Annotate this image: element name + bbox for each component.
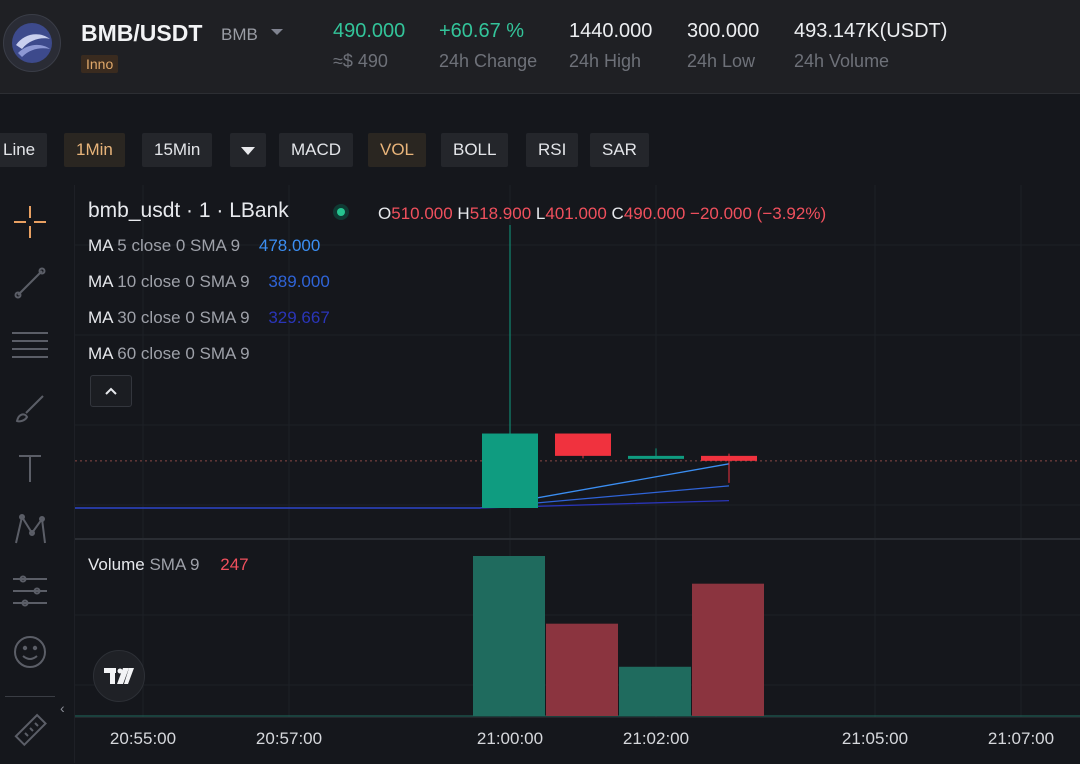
macd-button[interactable]: MACD: [279, 133, 354, 167]
ma60-legend[interactable]: MA 60 close 0 SMA 9: [88, 344, 250, 364]
more-intervals-button[interactable]: [230, 133, 266, 167]
time-label: 21:07:00: [987, 729, 1055, 748]
volume-value: 493.147K(USDT): [794, 20, 948, 42]
brush-icon[interactable]: [10, 388, 50, 428]
crosshair-icon[interactable]: [10, 202, 50, 242]
stat-24h-volume: 493.147K(USDT) 24h Volume: [794, 20, 947, 72]
market-status-icon: [333, 204, 349, 220]
ma-params: 10 close 0 SMA 9: [117, 272, 250, 291]
chart-symbol-title[interactable]: bmb_usdt · 1 · LBank: [88, 199, 289, 222]
tradingview-icon: [104, 668, 134, 684]
open-value: 510.000: [391, 204, 453, 223]
change-value: −20.000 (−3.92%): [690, 204, 827, 223]
high-value: 1440.000: [569, 20, 653, 42]
boll-button[interactable]: BOLL: [441, 133, 509, 167]
ma-value: 478.000: [258, 236, 321, 255]
chart-toolbar: Line 1Min 15Min MACD VOL BOLL RSI SAR: [0, 130, 1080, 170]
volume-bar: [473, 556, 545, 716]
trend-line-icon[interactable]: [10, 263, 50, 303]
ma-name: MA: [88, 236, 113, 255]
stat-24h-low: 300.000 24h Low: [687, 20, 759, 72]
pair-title[interactable]: BMB/USDT: [81, 20, 203, 46]
pattern-icon[interactable]: [10, 509, 50, 549]
low-key: L: [535, 204, 546, 223]
vol-button[interactable]: VOL: [368, 133, 427, 167]
interval-15min-button[interactable]: 15Min: [142, 133, 213, 167]
time-label: 21:02:00: [622, 729, 690, 748]
volume-bar: [619, 666, 691, 716]
candle-body: [628, 455, 684, 459]
zone-badge: Inno: [81, 55, 119, 73]
volume-params: SMA 9: [149, 555, 200, 574]
ma-params: 30 close 0 SMA 9: [117, 308, 250, 327]
time-label: 21:00:00: [476, 729, 544, 748]
interval-1min-button[interactable]: 1Min: [64, 133, 125, 167]
ruler-icon[interactable]: [10, 712, 50, 752]
stat-24h-high: 1440.000 24h High: [569, 20, 652, 72]
volume-sma-value: 247: [220, 555, 249, 574]
ma-line: [75, 499, 730, 509]
volume-bar: [546, 623, 618, 716]
line-button[interactable]: Line: [0, 133, 48, 167]
time-axis[interactable]: 20:55:00 20:57:00 21:00:00 21:02:00 21:0…: [75, 717, 1080, 764]
rsi-button[interactable]: RSI: [526, 133, 579, 167]
collapse-legend-button[interactable]: [90, 375, 132, 407]
low-label: 24h Low: [687, 51, 756, 71]
change-label: 24h Change: [439, 51, 538, 71]
collapse-toolbar-icon[interactable]: ‹: [60, 700, 65, 716]
text-icon[interactable]: [10, 448, 50, 488]
close-value: 490.000: [623, 204, 686, 223]
volume-legend[interactable]: Volume SMA 9 247: [88, 555, 249, 575]
candle-body: [555, 433, 611, 456]
time-label: 21:05:00: [841, 729, 909, 748]
ma-name: MA: [88, 344, 113, 363]
chevron-up-icon: [105, 387, 117, 395]
ma5-legend[interactable]: MA 5 close 0 SMA 9 478.000: [88, 236, 320, 256]
candle-body: [701, 455, 757, 461]
sar-button[interactable]: SAR: [590, 133, 649, 167]
ma-params: 60 close 0 SMA 9: [117, 344, 250, 363]
ma-value: 389.000: [268, 272, 330, 291]
emoji-icon[interactable]: [10, 632, 50, 672]
ticker-header: BMB/USDT BMB Inno 490.000 ≈$ 490 +60.67 …: [0, 0, 1080, 94]
candle-body: [482, 433, 538, 508]
low-value: 300.000: [687, 20, 760, 42]
open-key: O: [378, 204, 392, 223]
token-logo: [3, 14, 61, 72]
low-value: 401.000: [545, 204, 607, 223]
ma-name: MA: [88, 272, 113, 291]
last-price-value: 490.000: [333, 20, 406, 42]
change-value: +60.67 %: [439, 20, 525, 42]
fib-lines-icon[interactable]: [10, 325, 50, 365]
high-label: 24h High: [569, 51, 642, 71]
ma10-legend[interactable]: MA 10 close 0 SMA 9 389.000: [88, 272, 330, 292]
ma-line: [75, 463, 730, 509]
price-chart[interactable]: bmb_usdt · 1 · LBank O510.000 H518.900 L…: [74, 185, 1080, 763]
volume-bar: [692, 583, 764, 716]
close-key: C: [611, 204, 624, 223]
chevron-down-icon: [241, 146, 255, 155]
volume-label: 24h Volume: [794, 51, 890, 71]
measure-icon[interactable]: [10, 571, 50, 611]
ma30-legend[interactable]: MA 30 close 0 SMA 9 329.667: [88, 308, 330, 328]
ma-params: 5 close 0 SMA 9: [117, 236, 241, 255]
ma-value: 329.667: [268, 308, 330, 327]
volume-name: Volume: [88, 555, 145, 574]
tradingview-logo[interactable]: [93, 650, 145, 702]
chart-canvas[interactable]: [75, 185, 1080, 717]
high-value: 518.900: [469, 204, 532, 223]
toolbar-divider: [5, 696, 55, 697]
time-label: 20:55:00: [109, 729, 177, 748]
stat-24h-change: +60.67 % 24h Change: [439, 20, 537, 72]
ma-name: MA: [88, 308, 113, 327]
pair-base-symbol[interactable]: BMB: [221, 25, 258, 44]
stat-last-price: 490.000 ≈$ 490: [333, 20, 405, 72]
last-price-usd: ≈$ 490: [333, 51, 388, 71]
high-key: H: [457, 204, 470, 223]
drawing-toolbar: [0, 185, 60, 763]
time-label: 20:57:00: [255, 729, 323, 748]
pair-dropdown-icon[interactable]: [271, 29, 283, 35]
ohlc-legend: O510.000 H518.900 L401.000 C490.000 −20.…: [378, 204, 826, 224]
